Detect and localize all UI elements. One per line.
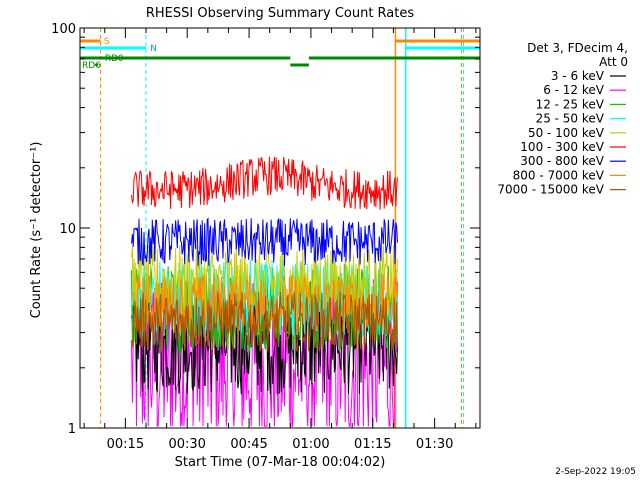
series-line-50-100keV [131,244,398,326]
legend-entry-label: 7000 - 15000 keV [497,183,604,197]
saa-flag-label: S [104,37,110,47]
y-tick-label: 1 [68,422,76,437]
x-tick-label: 01:30 [416,437,453,452]
series-line-7000-15000keV [131,291,398,352]
legend-entry-label: 3 - 6 keV [551,69,605,83]
x-tick-label: 00:45 [230,437,267,452]
series-line-100-300keV [131,156,398,210]
x-tick-label: 00:30 [168,437,205,452]
rd0-flag-label: RD0 [105,54,124,64]
rd6-marker [94,63,98,67]
legend-entry-label: 800 - 7000 keV [513,168,605,182]
legend-entry-label: 50 - 100 keV [528,126,605,140]
y-axis-label: Count Rate (s⁻¹ detector⁻¹) [29,142,44,319]
chart-title: RHESSI Observing Summary Count Rates [146,6,415,21]
x-tick-label: 01:00 [292,437,329,452]
y-tick-label: 10 [59,222,76,237]
legend-entry-label: 6 - 12 keV [543,83,605,97]
legend-entry-label: 300 - 800 keV [520,154,604,168]
legend-entry-label: 25 - 50 keV [536,112,605,126]
series-line-300-800keV [131,217,398,267]
x-tick-label: 01:15 [354,437,391,452]
series-layer [131,156,398,427]
legend-entry-label: 12 - 25 keV [536,97,605,111]
legend-title: Att 0 [599,55,628,69]
series-line-3-6keV [131,295,398,395]
x-axis-label: Start Time (07-Mar-18 00:04:02) [175,455,386,470]
x-tick-label: 00:15 [107,437,144,452]
timestamp: 2-Sep-2022 19:05 [555,467,636,477]
axes-layer: 1 10 100 00:15 00:30 00:45 01:00 01:15 01:30 [51,22,481,452]
y-tick-label: 100 [51,22,76,37]
legend-entry-label: 100 - 300 keV [520,140,604,154]
night-flag-label: N [150,44,157,54]
rd6-flag-label: RD6 [82,61,101,71]
legend-title: Det 3, FDecim 4, [527,41,628,55]
